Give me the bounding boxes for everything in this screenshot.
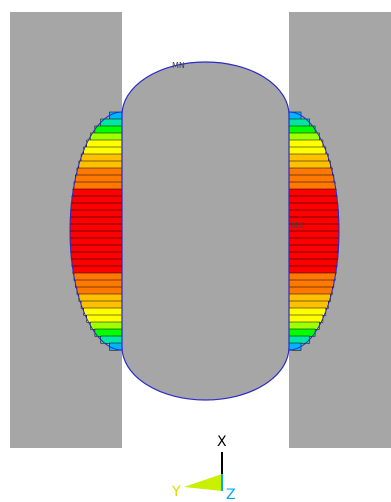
contour-band [86, 139, 123, 148]
contour-band [90, 132, 123, 141]
contour-band [288, 258, 338, 267]
contour-band [288, 244, 339, 253]
contour-band [288, 153, 329, 162]
contour-band [86, 314, 123, 323]
contour-band [80, 153, 123, 162]
contour-band [71, 195, 123, 204]
contour-outline [69, 111, 123, 351]
contour-band [288, 174, 335, 183]
coordinate-triad: X Y Z [171, 434, 236, 502]
right-contact-pressure-contour [288, 111, 340, 351]
contour-band [288, 237, 340, 246]
contour-band [288, 160, 331, 169]
contour-outline [288, 111, 340, 351]
contour-band [69, 216, 123, 225]
contour-band [94, 125, 123, 134]
contour-band [78, 160, 123, 169]
contour-band [288, 188, 337, 197]
contour-band [72, 188, 123, 197]
contour-band [288, 314, 324, 323]
contour-band [288, 272, 336, 281]
contour-band [69, 230, 123, 239]
mn-label: MN [172, 61, 185, 70]
contour-band [94, 328, 123, 337]
contour-band [288, 195, 338, 204]
contour-band [288, 286, 333, 295]
contour-band [75, 174, 123, 183]
x-axis-label: X [217, 434, 227, 450]
contour-band [71, 258, 123, 267]
contour-band [288, 167, 333, 176]
contour-band [288, 251, 339, 260]
contour-band [72, 265, 123, 274]
contour-band [69, 223, 123, 232]
contour-band [73, 181, 123, 190]
contour-band [80, 300, 123, 309]
contour-band [288, 139, 324, 148]
contour-band [78, 293, 123, 302]
contour-band [288, 146, 327, 155]
contour-band [288, 125, 316, 134]
cylinder-body [121, 61, 290, 401]
contour-band [288, 279, 335, 288]
contour-band [69, 237, 123, 246]
contour-band [83, 146, 123, 155]
left-contact-pressure-contour [69, 111, 123, 351]
contour-band [288, 300, 329, 309]
contour-band [288, 265, 337, 274]
contour-band [70, 244, 123, 253]
contour-band [75, 279, 123, 288]
contour-band [288, 181, 336, 190]
contour-band [288, 307, 327, 316]
contour-band [288, 230, 340, 239]
contour-band [70, 202, 123, 211]
contour-band [288, 321, 320, 330]
contour-band [288, 132, 320, 141]
contour-band [70, 209, 123, 218]
contour-band [288, 293, 331, 302]
contour-band [83, 307, 123, 316]
contour-band [73, 272, 123, 281]
contour-band [76, 286, 123, 295]
y-axis-label: Y [171, 484, 181, 500]
contour-band [288, 209, 339, 218]
contour-band [90, 321, 123, 330]
y-axis-triangle [184, 474, 222, 491]
z-axis-label: Z [226, 487, 236, 502]
contour-band [70, 251, 123, 260]
contour-band [288, 202, 339, 211]
contour-band [76, 167, 123, 176]
contour-band [288, 328, 316, 337]
mx-label: MX [291, 221, 304, 230]
